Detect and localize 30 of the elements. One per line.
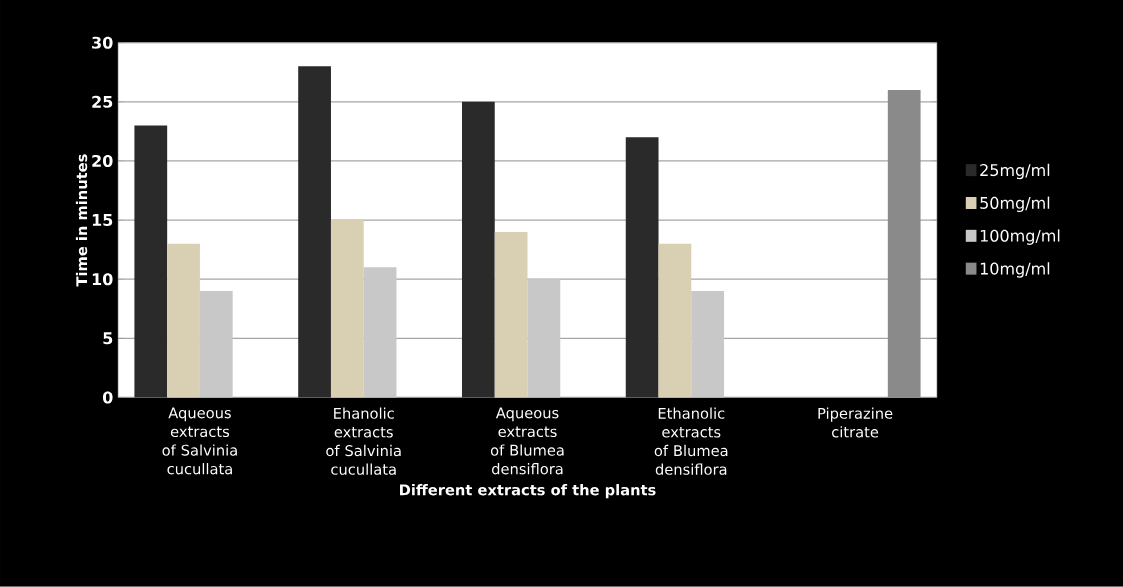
bar (691, 291, 725, 398)
legend-label: 10mg/ml (980, 262, 1050, 278)
bar (494, 231, 528, 398)
bar (199, 291, 233, 398)
y-tick-label: 10 (92, 273, 113, 286)
x-tick-label: Aqueous extracts of Blumea densiflora (490, 407, 564, 475)
bar (330, 220, 364, 398)
y-tick-label: 25 (92, 95, 113, 108)
legend-label: 25mg/ml (980, 163, 1050, 180)
x-tick-label: Aqueous extracts of Salvinia cucullata (162, 407, 237, 475)
y-axis-title: Time in minutes (75, 154, 88, 287)
bar (363, 267, 397, 398)
x-tick-label: Piperazine citrate (818, 407, 893, 438)
y-tick-label: 15 (92, 214, 113, 227)
x-tick-label: Ethanolic extracts of Blumea densiflora (654, 407, 728, 475)
bar (167, 243, 200, 398)
y-tick-label: 5 (103, 332, 113, 345)
y-tick-label: 30 (92, 36, 113, 49)
y-tick-label: 20 (92, 154, 113, 168)
bar (658, 243, 692, 398)
legend-label: 100mg/ml (980, 229, 1060, 245)
legend-label: 50mg/ml (980, 196, 1050, 213)
x-axis-title: Different extracts of the plants (400, 484, 656, 499)
y-tick-label: 0 (102, 391, 113, 404)
bar (625, 137, 659, 398)
bar (298, 66, 331, 398)
bar (461, 101, 495, 398)
bar (134, 125, 168, 398)
bar (527, 279, 561, 398)
x-tick-label: Ehanolic extracts of Salvinia cucullata (326, 407, 401, 475)
